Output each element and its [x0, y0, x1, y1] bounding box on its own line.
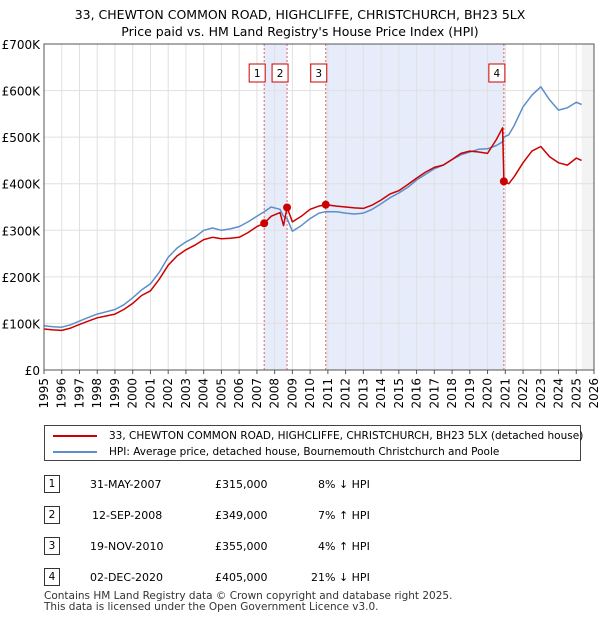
sale-date: 12-SEP-2008 [92, 509, 163, 522]
x-tick-label: 2013 [356, 378, 370, 409]
footer-licence: This data is licensed under the Open Gov… [44, 601, 379, 613]
title-line-1: 33, CHEWTON COMMON ROAD, HIGHCLIFFE, CHR… [74, 7, 526, 22]
x-tick-label: 2002 [161, 378, 175, 409]
sale-label-box [248, 63, 266, 83]
sale-date: 02-DEC-2020 [90, 571, 164, 584]
x-tick-label: 2014 [374, 378, 388, 409]
property-price-line [43, 127, 582, 332]
sale-labels: 1 2 3 4 [248, 63, 506, 83]
x-tick-label: 2006 [232, 378, 246, 409]
title-line-2: Price paid vs. HM Land Registry's House … [121, 24, 479, 39]
sale-point [283, 203, 292, 212]
shaded-period [325, 44, 504, 370]
x-tick-label: 1997 [72, 378, 86, 409]
x-tick-label: 2023 [534, 378, 548, 409]
x-tick-label: 1995 [37, 378, 51, 409]
x-tick-label: 2007 [250, 378, 264, 409]
x-tick-label: 2012 [339, 378, 353, 409]
y-tick-label: £600K [2, 85, 42, 99]
sale-label-box [271, 63, 289, 83]
x-tick-label: 2026 [587, 378, 600, 409]
sale-hpi: 8% ↓ HPI [318, 478, 370, 491]
chart-title: 33, CHEWTON COMMON ROAD, HIGHCLIFFE, CHR… [0, 6, 600, 40]
plot-border [43, 43, 595, 371]
sale-date: 31-MAY-2007 [90, 478, 162, 491]
sale-point [321, 200, 330, 209]
x-tick-label: 1999 [108, 378, 122, 409]
sale-price: £405,000 [215, 571, 268, 584]
sale-price: £315,000 [215, 478, 268, 491]
legend-swatch-property [53, 435, 97, 437]
x-tick-label: 2017 [427, 378, 441, 409]
y-tick-label: £700K [2, 38, 42, 52]
sale-price: £349,000 [215, 509, 268, 522]
x-tick-label: 2000 [126, 378, 140, 409]
sale-label-text: 1 [254, 68, 261, 80]
x-tick-label: 2009 [285, 378, 299, 409]
x-tick-label: 2024 [552, 378, 566, 409]
y-tick-label: £300K [2, 224, 42, 238]
sale-row: 4 02-DEC-2020 £405,000 21% ↓ HPI [0, 568, 600, 588]
y-tick-label: £500K [2, 131, 42, 145]
sale-label-text: 2 [277, 68, 284, 80]
x-tick-label: 1996 [55, 378, 69, 409]
shaded-periods [264, 44, 594, 370]
x-tick-label: 2018 [445, 378, 459, 409]
x-tick-label: 2001 [143, 378, 157, 409]
sale-number-badge: 3 [44, 537, 60, 555]
sale-hpi: 4% ↑ HPI [318, 540, 370, 553]
x-tick-label: 2008 [268, 378, 282, 409]
shaded-period [264, 44, 288, 370]
price-chart: 1 2 3 4 £0 £100K £200K £300K £400K £500K £600K £70… [2, 38, 600, 409]
sale-number-badge: 1 [44, 475, 60, 493]
legend-label-property: 33, CHEWTON COMMON ROAD, HIGHCLIFFE, CHR… [109, 430, 584, 442]
x-tick-label: 2016 [410, 378, 424, 409]
sale-row: 3 19-NOV-2010 £355,000 4% ↑ HPI [0, 537, 600, 557]
x-tick-label: 2015 [392, 378, 406, 409]
series-lines [43, 86, 582, 332]
y-tick-label: £0 [25, 364, 40, 378]
sale-point [260, 219, 269, 228]
future-region [581, 44, 594, 370]
legend-swatch-hpi [53, 451, 97, 453]
sale-points [260, 177, 508, 228]
sale-number-badge: 2 [44, 506, 60, 524]
x-tick-label: 2004 [197, 378, 211, 409]
x-tick-label: 2021 [498, 378, 512, 409]
sale-label-box [488, 63, 506, 83]
x-tick-label: 2025 [569, 378, 583, 409]
legend-item-property: 33, CHEWTON COMMON ROAD, HIGHCLIFFE, CHR… [53, 428, 583, 444]
footer-copyright: Contains HM Land Registry data © Crown c… [44, 590, 453, 602]
x-tick-label: 2022 [516, 378, 530, 409]
y-tick-label: £400K [2, 178, 42, 192]
x-tick-label: 1998 [90, 378, 104, 409]
y-tick-label: £100K [2, 317, 42, 331]
legend-item-hpi: HPI: Average price, detached house, Bour… [53, 444, 499, 460]
y-tick-label: £200K [2, 271, 42, 285]
x-tick-label: 2019 [463, 378, 477, 409]
sale-row: 2 12-SEP-2008 £349,000 7% ↑ HPI [0, 506, 600, 526]
sale-row: 1 31-MAY-2007 £315,000 8% ↓ HPI [0, 475, 600, 495]
sale-hpi: 7% ↑ HPI [318, 509, 370, 522]
x-tick-label: 2005 [214, 378, 228, 409]
axes: £0 £100K £200K £300K £400K £500K £600K £700K 199… [2, 38, 600, 409]
sale-label-box [310, 63, 328, 83]
x-tick-label: 2011 [321, 378, 335, 409]
sale-label-text: 4 [494, 68, 501, 80]
sale-label-text: 3 [315, 68, 322, 80]
sale-date: 19-NOV-2010 [90, 540, 164, 553]
grid [43, 43, 595, 371]
footer: Contains HM Land Registry data © Crown c… [44, 591, 452, 613]
legend: 33, CHEWTON COMMON ROAD, HIGHCLIFFE, CHR… [44, 425, 583, 461]
sale-number-badge: 4 [44, 568, 60, 586]
x-tick-label: 2010 [303, 378, 317, 409]
x-tick-label: 2003 [179, 378, 193, 409]
x-tick-label: 2020 [481, 378, 495, 409]
sale-hpi: 21% ↓ HPI [311, 571, 370, 584]
sale-price: £355,000 [215, 540, 268, 553]
legend-label-hpi: HPI: Average price, detached house, Bour… [109, 446, 500, 458]
sale-point [499, 177, 508, 186]
